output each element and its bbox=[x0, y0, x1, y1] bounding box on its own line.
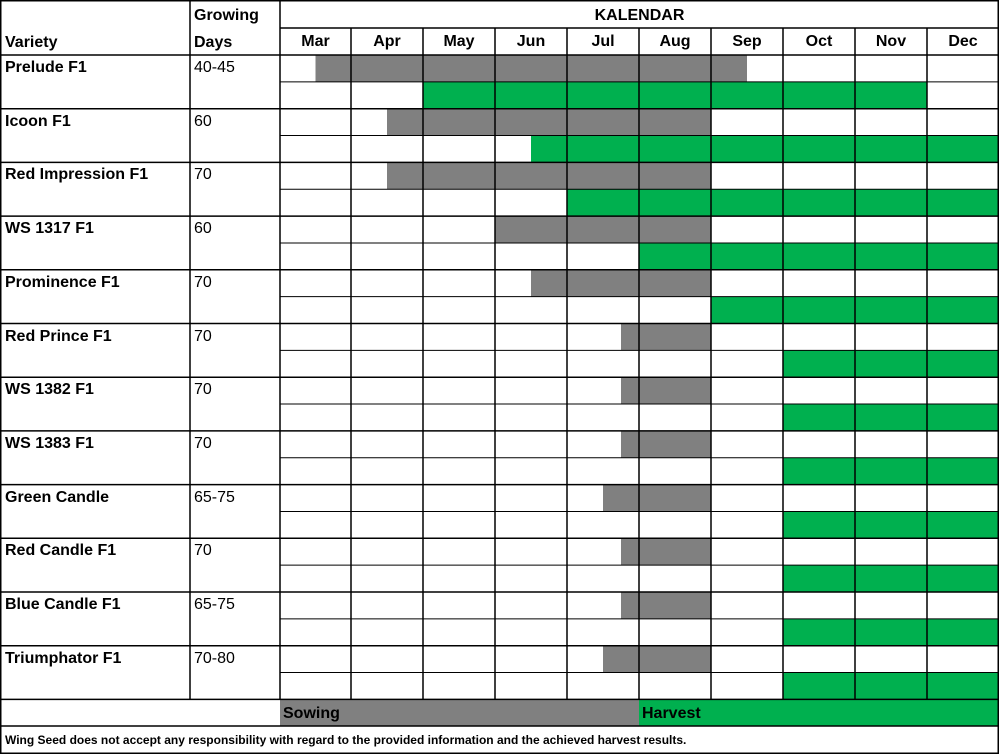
month-label: Mar bbox=[301, 33, 330, 50]
month-label: Nov bbox=[875, 33, 907, 50]
legend-sowing-label: Sowing bbox=[283, 705, 340, 722]
harvest-bar bbox=[423, 81, 927, 109]
month-label: Aug bbox=[659, 33, 691, 50]
variety-name: Green Candle bbox=[5, 488, 110, 506]
sowing-bar bbox=[495, 216, 711, 243]
calendar-title: KALENDAR bbox=[594, 7, 685, 24]
variety-name: Red Candle F1 bbox=[5, 542, 117, 560]
growing-days-header-line1: Growing bbox=[194, 7, 259, 24]
growing-days-value: 70 bbox=[194, 542, 212, 560]
variety-name: Icoon F1 bbox=[5, 112, 71, 130]
legend-harvest-label: Harvest bbox=[642, 705, 701, 722]
month-label: Jun bbox=[516, 33, 546, 50]
variety-name: Prelude F1 bbox=[5, 59, 87, 76]
legend-sowing-swatch bbox=[280, 699, 639, 726]
variety-name: Blue Candle F1 bbox=[5, 596, 121, 613]
sowing-bar bbox=[621, 430, 711, 458]
variety-name: WS 1382 F1 bbox=[5, 381, 94, 399]
month-label: Apr bbox=[373, 33, 401, 50]
legend-harvest-swatch bbox=[639, 699, 999, 726]
growing-days-value: 60 bbox=[194, 112, 212, 130]
growing-days-value: 70 bbox=[194, 327, 212, 345]
growing-days-value: 70 bbox=[194, 381, 212, 399]
growing-days-value: 70 bbox=[194, 434, 212, 452]
harvest-bar bbox=[783, 511, 999, 539]
harvest-bar bbox=[531, 135, 999, 163]
month-label: May bbox=[443, 33, 475, 50]
sowing-bar bbox=[531, 269, 711, 297]
disclaimer-text: Wing Seed does not accept any responsibi… bbox=[5, 733, 687, 747]
variety-name: Triumphator F1 bbox=[5, 649, 122, 667]
sowing-bar bbox=[621, 377, 711, 405]
sowing-bar bbox=[387, 162, 711, 190]
harvest-bar bbox=[783, 618, 999, 646]
month-label: Oct bbox=[805, 33, 833, 50]
variety-name: Red Prince F1 bbox=[5, 327, 112, 345]
month-label: Sep bbox=[732, 33, 762, 50]
growing-days-value: 65-75 bbox=[194, 488, 235, 506]
sowing-bar bbox=[387, 108, 711, 136]
sowing-bar bbox=[621, 592, 711, 619]
variety-column-header: Variety bbox=[5, 34, 58, 51]
sowing-bar bbox=[621, 323, 711, 351]
growing-days-value: 70 bbox=[194, 166, 212, 184]
variety-name: Red Impression F1 bbox=[5, 166, 149, 184]
growing-days-value: 70 bbox=[194, 273, 212, 291]
harvest-bar bbox=[783, 350, 999, 378]
variety-name: WS 1383 F1 bbox=[5, 434, 94, 452]
sowing-bar bbox=[603, 484, 711, 512]
sowing-bar bbox=[621, 538, 711, 566]
harvest-bar bbox=[783, 565, 999, 592]
sowing-bar bbox=[315, 55, 747, 82]
variety-name: Prominence F1 bbox=[5, 273, 120, 291]
growing-days-value: 65-75 bbox=[194, 596, 235, 613]
variety-name: WS 1317 F1 bbox=[5, 220, 94, 238]
harvest-bar bbox=[783, 457, 999, 485]
harvest-bar bbox=[639, 242, 999, 270]
month-label: Jul bbox=[591, 33, 615, 50]
harvest-bar bbox=[783, 672, 999, 700]
month-label: Dec bbox=[948, 33, 978, 50]
growing-days-value: 70-80 bbox=[194, 649, 235, 667]
harvest-bar bbox=[783, 404, 999, 431]
growing-days-value: 60 bbox=[194, 220, 212, 238]
growing-days-header-line2: Days bbox=[194, 34, 233, 51]
growing-days-value: 40-45 bbox=[194, 59, 235, 76]
sowing-bar bbox=[603, 645, 711, 673]
